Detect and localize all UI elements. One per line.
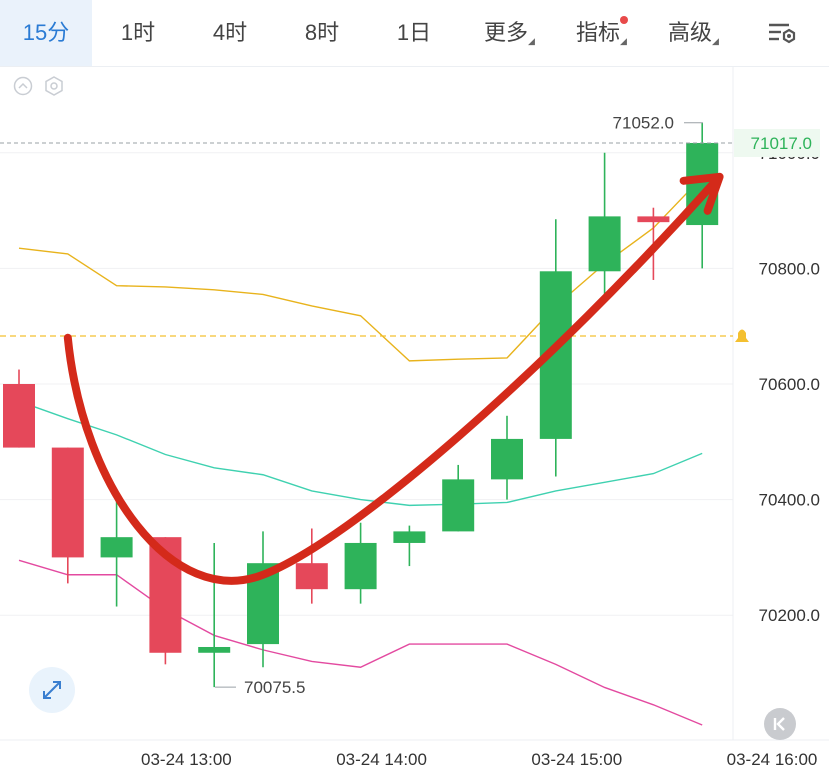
expand-arrows-icon xyxy=(43,681,61,699)
timeframe-toolbar: 15分 1时 4时 8时 1日 更多 ◢ 指标 ◢ 高级 ◢ xyxy=(0,0,829,67)
tab-label: 1时 xyxy=(120,20,156,45)
y-tick-label: 70200.0 xyxy=(759,606,820,625)
tab-15min[interactable]: 15分 xyxy=(0,0,92,66)
skip-back-icon xyxy=(773,717,785,731)
annotation-arrow-head xyxy=(679,172,724,215)
tab-label: 更多 xyxy=(483,20,528,45)
ma-middle-line xyxy=(18,400,703,507)
x-tick-label: 03-24 13:00 xyxy=(141,750,232,769)
alert-bell-icon xyxy=(735,329,749,343)
annotation-arrow-curve xyxy=(63,174,722,585)
candle-body xyxy=(100,537,133,558)
notification-dot-icon xyxy=(620,16,628,24)
current-price-tag xyxy=(734,128,820,157)
tab-advanced-dropdown[interactable]: 高级 ◢ xyxy=(644,0,736,66)
candle-body xyxy=(344,542,377,590)
candle-body xyxy=(198,646,231,653)
chart-settings-icon[interactable] xyxy=(767,19,797,47)
ma-lower-line xyxy=(18,559,703,726)
tab-label: 指标 xyxy=(575,20,620,45)
y-tick-label: 70600.0 xyxy=(759,375,820,394)
indicator-settings-icon[interactable] xyxy=(45,76,63,96)
x-tick-label: 03-24 14:00 xyxy=(336,750,427,769)
candle-body xyxy=(3,384,35,448)
back-to-latest-button[interactable] xyxy=(764,708,796,740)
dropdown-triangle-icon: ◢ xyxy=(712,36,719,46)
expand-button[interactable] xyxy=(29,667,75,713)
tab-indicators-dropdown[interactable]: 指标 ◢ xyxy=(552,0,644,66)
candle-body xyxy=(491,438,523,480)
tab-1h[interactable]: 1时 xyxy=(92,0,184,66)
candle-body xyxy=(295,563,328,590)
high-price-label: 71052.0 xyxy=(613,114,674,133)
chart-top-icons xyxy=(12,75,72,102)
candle-body xyxy=(442,479,475,532)
tab-1d[interactable]: 1日 xyxy=(368,0,460,66)
y-tick-label: 70400.0 xyxy=(759,491,820,510)
collapse-chevron-icon[interactable] xyxy=(13,76,33,96)
tab-4h[interactable]: 4时 xyxy=(184,0,276,66)
dropdown-triangle-icon: ◢ xyxy=(620,36,627,46)
tab-label: 高级 xyxy=(667,20,712,45)
ma-upper-line xyxy=(18,176,703,362)
candle-body xyxy=(637,216,670,223)
tab-8h[interactable]: 8时 xyxy=(276,0,368,66)
low-price-label: 70075.5 xyxy=(244,678,305,697)
candle-body xyxy=(51,447,84,558)
x-tick-label: 03-24 15:00 xyxy=(531,750,622,769)
dropdown-triangle-icon: ◢ xyxy=(528,36,535,46)
current-price-label: 71017.0 xyxy=(751,134,812,153)
candlestick-chart[interactable]: 71000.070800.070600.070400.070200.003-24… xyxy=(0,67,829,782)
tab-label: 1日 xyxy=(396,20,432,45)
tab-label: 15分 xyxy=(22,20,70,45)
tab-more-dropdown[interactable]: 更多 ◢ xyxy=(460,0,552,66)
tab-label: 8时 xyxy=(304,20,340,45)
x-tick-label: 03-24 16:00 xyxy=(727,750,818,769)
tab-label: 4时 xyxy=(212,20,248,45)
candle-body xyxy=(393,531,426,543)
candle-body xyxy=(588,216,621,272)
y-tick-label: 70800.0 xyxy=(759,259,820,278)
